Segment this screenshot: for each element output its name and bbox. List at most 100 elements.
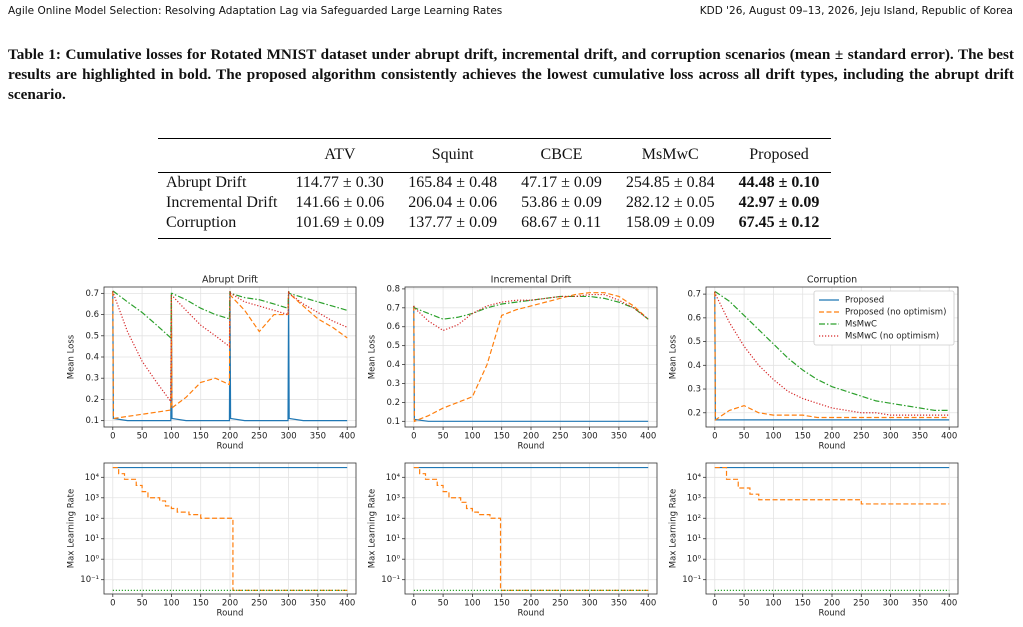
table-cell: 44.48 ± 0.10 [738,174,820,191]
x-tick-label: 100 [163,432,179,442]
x-tick-label: 250 [853,599,869,609]
y-tick-label: 0.6 [386,322,400,332]
series-line [413,292,649,423]
y-tick-label: 0.5 [85,331,99,341]
series-line [714,291,950,411]
table-row: Incremental Drift 141.66 ± 0.06 206.04 ± 0… [158,193,831,213]
axes-frame [103,286,357,428]
header-row: ATV Squint CBCE MsMwC Proposed [158,138,832,173]
y-tick-label: 0.3 [687,385,701,395]
axes-frame [705,286,959,428]
series-line [714,291,950,416]
x-axis-label: Round [819,442,846,452]
x-tick-label: 400 [640,432,656,442]
y-tick-label: 10¹ [687,534,701,544]
x-axis-label: Round [518,609,545,619]
corner-cell [158,138,284,173]
y-tick-label: 10⁰ [386,555,401,565]
x-tick-label: 50 [739,599,750,609]
x-tick-label: 400 [640,599,656,609]
column-header: MsMwC [613,138,727,173]
y-tick-label: 10³ [687,493,701,503]
x-tick-label: 350 [912,432,928,442]
y-axis-label: Max Learning Rate [67,489,77,568]
x-tick-label: 150 [193,432,209,442]
table-cell: 101.69 ± 0.09 [295,214,385,231]
y-axis-label: Max Learning Rate [669,489,679,568]
row-label: Corruption [166,214,237,231]
x-tick-label: 300 [280,599,296,609]
y-tick-label: 0.2 [687,408,701,418]
axes-frame [404,286,658,428]
axes-frame [103,462,357,595]
x-axis-label: Round [518,442,545,452]
table-cell: 67.45 ± 0.12 [738,214,820,231]
table-cell: 158.09 ± 0.09 [625,214,715,231]
axes-frame [404,462,658,595]
y-tick-label: 0.2 [386,398,400,408]
series-line [714,291,950,422]
row-label: Incremental Drift [166,194,278,211]
x-tick-label: 350 [310,432,326,442]
table-cell: 53.86 ± 0.09 [521,194,602,211]
x-tick-label: 50 [137,599,148,609]
x-tick-label: 150 [494,599,510,609]
y-tick-label: 10³ [386,493,400,503]
x-tick-label: 350 [912,599,928,609]
table-caption: Table 1: Cumulative losses for Rotated M… [8,46,1014,103]
x-tick-label: 250 [251,432,267,442]
x-tick-label: 200 [222,599,238,609]
y-tick-label: 10⁻¹ [682,575,701,585]
legend-label: Proposed (no optimism) [845,308,946,318]
x-tick-label: 350 [611,599,627,609]
venue: KDD '26, August 09–13, 2026, Jeju Island… [699,5,1013,17]
row-label: Abrupt Drift [166,174,247,191]
x-tick-label: 0 [110,432,115,442]
axes-frame [705,462,959,595]
x-tick-label: 100 [464,432,480,442]
x-tick-label: 300 [581,599,597,609]
y-tick-label: 0.3 [386,379,400,389]
chart-title: Corruption [807,275,857,286]
y-tick-label: 0.4 [386,360,400,370]
x-tick-label: 300 [882,432,898,442]
table-cell: 42.97 ± 0.09 [738,194,820,211]
series-line [413,295,649,320]
x-tick-label: 100 [765,599,781,609]
table-cell: 137.77 ± 0.09 [408,214,498,231]
y-axis-label: Mean Loss [368,334,378,379]
series-line [112,290,348,340]
x-tick-label: 350 [310,599,326,609]
y-axis-label: Max Learning Rate [368,489,378,568]
x-tick-label: 300 [882,599,898,609]
y-tick-label: 10⁴ [386,473,401,483]
y-tick-label: 10⁴ [85,473,100,483]
y-tick-label: 0.4 [85,353,99,363]
series-line [413,305,649,422]
y-tick-label: 0.7 [85,289,99,299]
x-tick-label: 200 [222,432,238,442]
x-tick-label: 200 [523,432,539,442]
y-tick-label: 0.3 [85,374,99,384]
table-cell: 282.12 ± 0.05 [625,194,715,211]
x-tick-label: 250 [552,432,568,442]
series-line [714,291,950,421]
y-tick-label: 10¹ [386,534,400,544]
x-tick-label: 250 [251,599,267,609]
x-tick-label: 0 [110,599,115,609]
series-line [413,466,649,591]
y-tick-label: 10² [386,514,400,524]
x-tick-label: 400 [941,432,957,442]
y-tick-label: 10² [85,514,99,524]
legend-label: Proposed [845,296,884,306]
y-tick-label: 10² [687,514,701,524]
y-tick-label: 10⁴ [687,473,702,483]
x-tick-label: 0 [411,432,416,442]
table-cell: 141.66 ± 0.06 [295,194,385,211]
x-axis-label: Round [819,609,846,619]
x-tick-label: 50 [137,432,148,442]
chart-title: Incremental Drift [491,275,572,286]
table-row: Abrupt Drift 114.77 ± 0.30 165.84 ± 0.48 47… [158,173,831,194]
